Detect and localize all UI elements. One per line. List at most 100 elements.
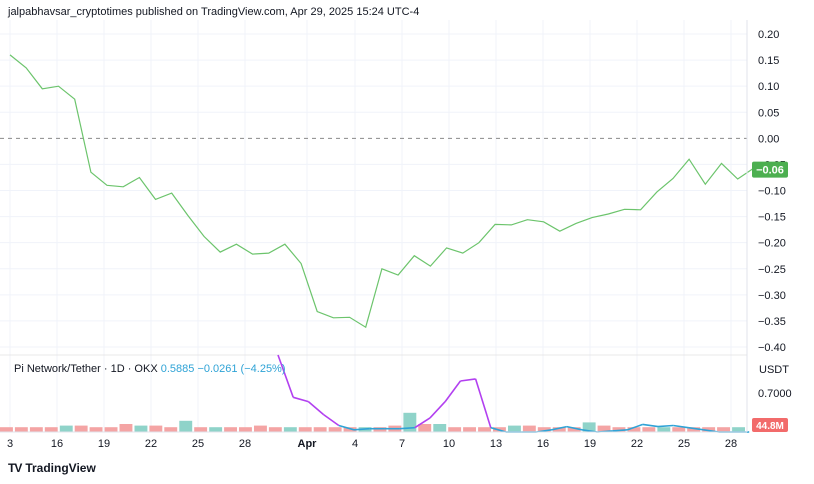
price-segment — [566, 425, 583, 431]
x-tick-label: 4 — [352, 438, 358, 450]
volume-badge-bg — [752, 418, 788, 432]
volume-bar — [149, 425, 163, 432]
volume-bar — [343, 427, 357, 432]
symbol-price: 0.5885 — [160, 363, 195, 375]
volume-bar — [134, 425, 148, 432]
price-segment — [277, 354, 294, 398]
volume-bar — [597, 425, 611, 432]
price-segment — [490, 426, 507, 433]
volume-bar — [642, 427, 656, 432]
x-tick-label: 16 — [51, 438, 63, 450]
x-tick-label: 28 — [239, 438, 251, 450]
y-tick-label: 0.05 — [758, 107, 779, 119]
price-segment — [414, 417, 431, 429]
volume-bar — [582, 422, 596, 432]
volume-bar — [612, 427, 626, 432]
x-tick-label: 19 — [584, 438, 596, 450]
price-segment — [338, 424, 355, 431]
volume-bar — [89, 427, 103, 432]
price-segment — [474, 378, 492, 428]
price-segment — [353, 427, 370, 431]
volume-bar — [702, 427, 716, 432]
volume-bar — [44, 427, 58, 432]
volume-bar — [657, 427, 671, 432]
price-segment — [307, 400, 325, 416]
volume-bar — [463, 427, 476, 432]
volume-bar — [478, 427, 491, 432]
volume-bar — [732, 427, 745, 432]
volume-bar — [194, 427, 208, 432]
price-segment — [292, 396, 309, 403]
price-segment — [444, 380, 462, 403]
current-value-badge-bg — [752, 161, 788, 178]
price-segment — [323, 413, 340, 427]
main-series-line — [9, 54, 771, 329]
publisher-header: jalpabhavsar_cryptotimes published on Tr… — [8, 6, 420, 18]
volume-bar — [298, 427, 312, 432]
volume-bar — [627, 427, 641, 432]
volume-bar — [164, 427, 178, 432]
price-segment — [399, 426, 415, 430]
y-tick-label: −0.30 — [758, 290, 786, 302]
symbol-name: Pi Network/Tether · 1D · OKX — [14, 363, 158, 375]
symbol-legend[interactable]: Pi Network/Tether · 1D · OKX 0.5885 −0.0… — [14, 363, 286, 375]
tradingview-brand[interactable]: TV TradingView — [8, 461, 96, 475]
price-tick-label: 0.7000 — [758, 388, 792, 400]
y-tick-label: 0.00 — [758, 133, 779, 145]
y-tick-label: −0.35 — [758, 316, 786, 328]
volume-bar — [552, 427, 566, 432]
volume-bar — [268, 427, 282, 432]
price-segment — [642, 423, 659, 428]
x-axis: 3 16 19 22 25 28 Apr 4 7 10 13 16 19 22 25 28 — [7, 438, 737, 450]
volume-bar — [672, 427, 686, 432]
y-tick-label: 0.15 — [758, 55, 779, 67]
y-tick-label: −0.25 — [758, 264, 786, 276]
symbol-change: −0.0261 (−4.25%) — [197, 363, 286, 375]
x-tick-label: 22 — [631, 438, 643, 450]
x-tick-label: 10 — [443, 438, 455, 450]
volume-bar — [537, 427, 551, 432]
volume-bar — [239, 427, 252, 432]
volume-bar — [119, 424, 133, 432]
volume-bar — [104, 427, 118, 432]
x-tick-label: 3 — [7, 438, 13, 450]
volume-bar — [567, 427, 581, 432]
price-segment — [673, 424, 689, 429]
volume-bar — [522, 425, 536, 432]
volume-bar — [313, 427, 327, 432]
x-tick-label: 16 — [537, 438, 549, 450]
x-tick-label: 25 — [192, 438, 204, 450]
volume-bar — [418, 424, 432, 432]
volume-bar — [687, 427, 701, 432]
brand-name: TradingView — [25, 461, 96, 475]
price-segment — [688, 426, 704, 431]
y-tick-label: −0.40 — [758, 342, 786, 354]
price-segment — [627, 423, 644, 431]
y-tick-label: −0.15 — [758, 212, 786, 224]
volume-bar — [254, 425, 267, 432]
volume-bar — [433, 424, 447, 432]
current-value-badge: −0.06 — [756, 165, 784, 177]
y-tick-label: 0.20 — [758, 29, 779, 41]
x-tick-label: 28 — [725, 438, 737, 450]
price-segment — [551, 425, 567, 431]
volume-bar — [59, 425, 73, 432]
x-tick-label: 13 — [490, 438, 502, 450]
volume-bar — [717, 427, 730, 432]
volume-bar — [14, 427, 28, 432]
currency-label[interactable]: USDT — [759, 364, 789, 376]
volume-bar — [74, 425, 88, 432]
volume-bar — [448, 427, 462, 432]
volume-badge: 44.8M — [756, 421, 784, 432]
upper-grid — [0, 20, 747, 432]
volume-bar — [328, 427, 342, 432]
y-tick-label: 0.10 — [758, 81, 779, 93]
price-line — [277, 354, 750, 433]
volume-bar — [373, 427, 387, 432]
x-tick-label: 7 — [399, 438, 405, 450]
x-tick-label: Apr — [298, 438, 318, 450]
volume-bar — [209, 427, 223, 432]
volume-bar — [283, 427, 297, 432]
volume-bar — [29, 427, 43, 432]
